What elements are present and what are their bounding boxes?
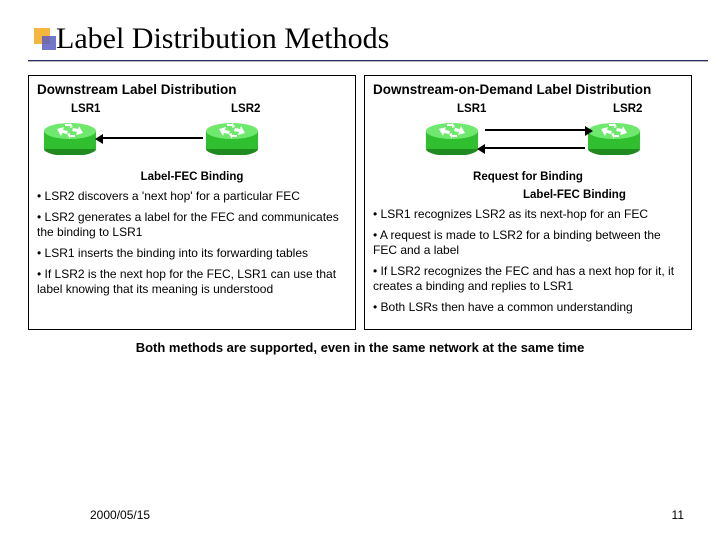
title-underline — [28, 60, 708, 61]
footer-note: Both methods are supported, even in the … — [28, 340, 692, 355]
list-item: LSR1 inserts the binding into its forwar… — [37, 246, 347, 261]
router-icon — [587, 119, 641, 155]
left-lsr2-label: LSR2 — [231, 103, 260, 115]
page-title: Label Distribution Methods — [56, 22, 692, 56]
right-lsr2-label: LSR2 — [613, 103, 642, 115]
right-panel: Downstream-on-Demand Label Distribution … — [364, 75, 692, 330]
title-accent-icon — [34, 28, 54, 48]
list-item: If LSR2 recognizes the FEC and has a nex… — [373, 264, 683, 294]
list-item: If LSR2 is the next hop for the FEC, LSR… — [37, 267, 347, 297]
left-lsr1-label: LSR1 — [71, 103, 100, 115]
right-arrow-top-label: Request for Binding — [373, 171, 683, 183]
right-diagram: LSR1 LSR2 — [373, 103, 683, 167]
list-item: LSR2 generates a label for the FEC and c… — [37, 210, 347, 240]
left-panel: Downstream Label Distribution LSR1 LSR2 … — [28, 75, 356, 330]
router-icon — [43, 119, 97, 155]
list-item: LSR2 discovers a 'next hop' for a partic… — [37, 189, 347, 204]
left-bullets: LSR2 discovers a 'next hop' for a partic… — [37, 189, 347, 297]
list-item: A request is made to LSR2 for a binding … — [373, 228, 683, 258]
left-diagram: LSR1 LSR2 — [37, 103, 347, 167]
left-arrow-label: Label-FEC Binding — [37, 171, 347, 183]
router-icon — [205, 119, 259, 155]
router-icon — [425, 119, 479, 155]
list-item: Both LSRs then have a common understandi… — [373, 300, 683, 315]
columns: Downstream Label Distribution LSR1 LSR2 … — [28, 75, 692, 330]
right-arrow-binding — [485, 147, 585, 149]
left-heading: Downstream Label Distribution — [37, 82, 347, 97]
right-arrow-request — [485, 129, 585, 131]
page-number: 11 — [672, 508, 684, 522]
right-lsr1-label: LSR1 — [457, 103, 486, 115]
right-heading: Downstream-on-Demand Label Distribution — [373, 82, 683, 97]
right-arrow-bottom-label: Label-FEC Binding — [523, 189, 683, 201]
right-bullets: LSR1 recognizes LSR2 as its next-hop for… — [373, 207, 683, 315]
left-arrow — [103, 137, 203, 139]
list-item: LSR1 recognizes LSR2 as its next-hop for… — [373, 207, 683, 222]
slide-date: 2000/05/15 — [90, 508, 150, 522]
